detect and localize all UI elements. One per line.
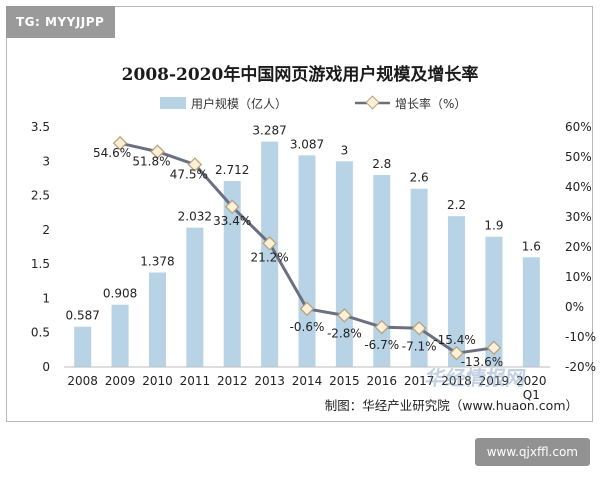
growth-line-series xyxy=(112,135,502,361)
bar xyxy=(448,216,466,367)
y-left-tick-label: 1.5 xyxy=(31,257,50,271)
bar xyxy=(261,141,279,367)
x-tick-label: 2012 xyxy=(217,374,248,388)
bar-label: 1.9 xyxy=(484,219,503,233)
y-right-tick-label: 50% xyxy=(565,150,592,164)
growth-marker xyxy=(187,157,203,172)
growth-marker xyxy=(449,345,464,361)
x-tick-label: 2019 xyxy=(479,374,510,388)
x-tick-label: 2020 xyxy=(516,374,547,388)
growth-marker xyxy=(224,199,240,215)
bar xyxy=(148,272,166,367)
watermark-site: www.qjxffl.com xyxy=(474,438,590,466)
legend-bar-swatch xyxy=(160,97,186,109)
legend-bar-label: 用户规模（亿人） xyxy=(191,96,287,111)
growth-label: 21.2% xyxy=(251,250,289,264)
bar-label: 1.6 xyxy=(522,239,541,253)
y-right-tick-label: 20% xyxy=(565,240,592,254)
growth-value-labels: 54.6%51.8%47.5% 33.4% 21.2% -0.6% -2.8%-6.7%… xyxy=(93,146,503,369)
y-right-tick-label: -10% xyxy=(565,330,596,344)
y-left-tick-label: 2.5 xyxy=(31,189,50,203)
x-tick-label: 2014 xyxy=(292,374,323,388)
bar-label: 3.087 xyxy=(290,137,324,151)
chart-title: 2008-2020年中国网页游戏用户规模及增长率 xyxy=(122,64,479,85)
y-right-tick-label: -20% xyxy=(565,360,596,374)
bar xyxy=(74,326,92,367)
growth-label: 54.6% xyxy=(93,146,131,160)
bar xyxy=(485,236,503,367)
watermark-logo: 华经情报网 xyxy=(424,366,528,390)
growth-marker xyxy=(150,144,165,159)
y-axis-right: -20% -10% 0% 10% 20% 30% 40% 50% 60% xyxy=(565,120,596,374)
bar xyxy=(522,257,540,367)
y-right-tick-label: 40% xyxy=(565,180,592,194)
growth-marker xyxy=(112,135,128,151)
bar xyxy=(410,188,428,367)
y-axis-left: 0 0.5 1 1.5 2 2.5 3 3.5 xyxy=(31,120,50,374)
growth-marker xyxy=(411,321,427,336)
bar xyxy=(186,227,204,367)
growth-label: 51.8% xyxy=(132,155,170,169)
x-tick-label: 2015 xyxy=(329,374,360,388)
x-tick-label: 2018 xyxy=(441,374,472,388)
x-axis: 2008 2009 2010 2011 2012 2013 2014 2015 2016 2017… xyxy=(64,366,550,402)
y-left-tick-label: 3 xyxy=(42,154,50,168)
y-left-tick-label: 3.5 xyxy=(31,120,50,134)
bar-label: 3.287 xyxy=(252,124,286,138)
bar-label: 2.8 xyxy=(372,157,391,171)
growth-marker xyxy=(374,319,390,335)
legend-line-label: 增长率（%） xyxy=(395,96,466,111)
growth-label: 47.5% xyxy=(170,168,208,182)
growth-label: -15.4% xyxy=(433,333,475,347)
bar-label: 2.032 xyxy=(178,210,212,224)
legend-line-marker xyxy=(365,95,380,110)
x-tick-label: 2011 xyxy=(180,374,211,388)
bar xyxy=(373,175,391,367)
bar-label: 3 xyxy=(341,143,349,157)
y-left-tick-label: 1 xyxy=(42,291,50,305)
growth-label: -2.8% xyxy=(327,326,362,340)
x-tick-label: 2013 xyxy=(254,374,285,388)
bar-label: 1.378 xyxy=(140,255,174,269)
growth-marker xyxy=(299,301,315,317)
growth-label: 33.4% xyxy=(213,214,251,228)
growth-label: -13.6% xyxy=(461,355,503,369)
bar xyxy=(111,304,129,367)
x-tick-label: 2008 xyxy=(67,374,98,388)
bar-label: 0.587 xyxy=(66,309,100,323)
y-left-tick-label: 0.5 xyxy=(31,326,50,340)
growth-marker xyxy=(337,308,352,323)
growth-marker xyxy=(262,236,277,251)
growth-marker xyxy=(486,340,502,356)
bar-label: 0.908 xyxy=(103,287,137,301)
bar-label: 2.2 xyxy=(447,198,466,212)
y-left-tick-label: 0 xyxy=(42,360,50,374)
y-left-tick-label: 2 xyxy=(42,223,50,237)
bar-label: 2.6 xyxy=(410,171,429,185)
x-tick-label: 2016 xyxy=(366,374,397,388)
growth-label: -0.6% xyxy=(290,320,325,334)
bar xyxy=(298,155,316,367)
growth-label: -6.7% xyxy=(364,338,399,352)
y-right-tick-label: 60% xyxy=(565,120,592,134)
tag-badge: TG: MYYJJPP xyxy=(6,6,115,38)
growth-label: -7.1% xyxy=(402,339,437,353)
x-tick-label: 2017 xyxy=(404,374,435,388)
x-tick-label: 2010 xyxy=(142,374,173,388)
source-note: 制图：华经产业研究院（www.huaon.com） xyxy=(325,398,578,413)
y-right-tick-label: 30% xyxy=(565,210,592,224)
legend: 用户规模（亿人） 增长率（%） xyxy=(160,95,466,111)
x-tick-label: 2009 xyxy=(105,374,136,388)
x-tick-sublabel: Q1 xyxy=(523,388,540,402)
y-right-tick-label: 10% xyxy=(565,270,592,284)
bar-label: 2.712 xyxy=(215,163,249,177)
y-right-tick-label: 0% xyxy=(565,300,584,314)
bar xyxy=(223,181,241,367)
